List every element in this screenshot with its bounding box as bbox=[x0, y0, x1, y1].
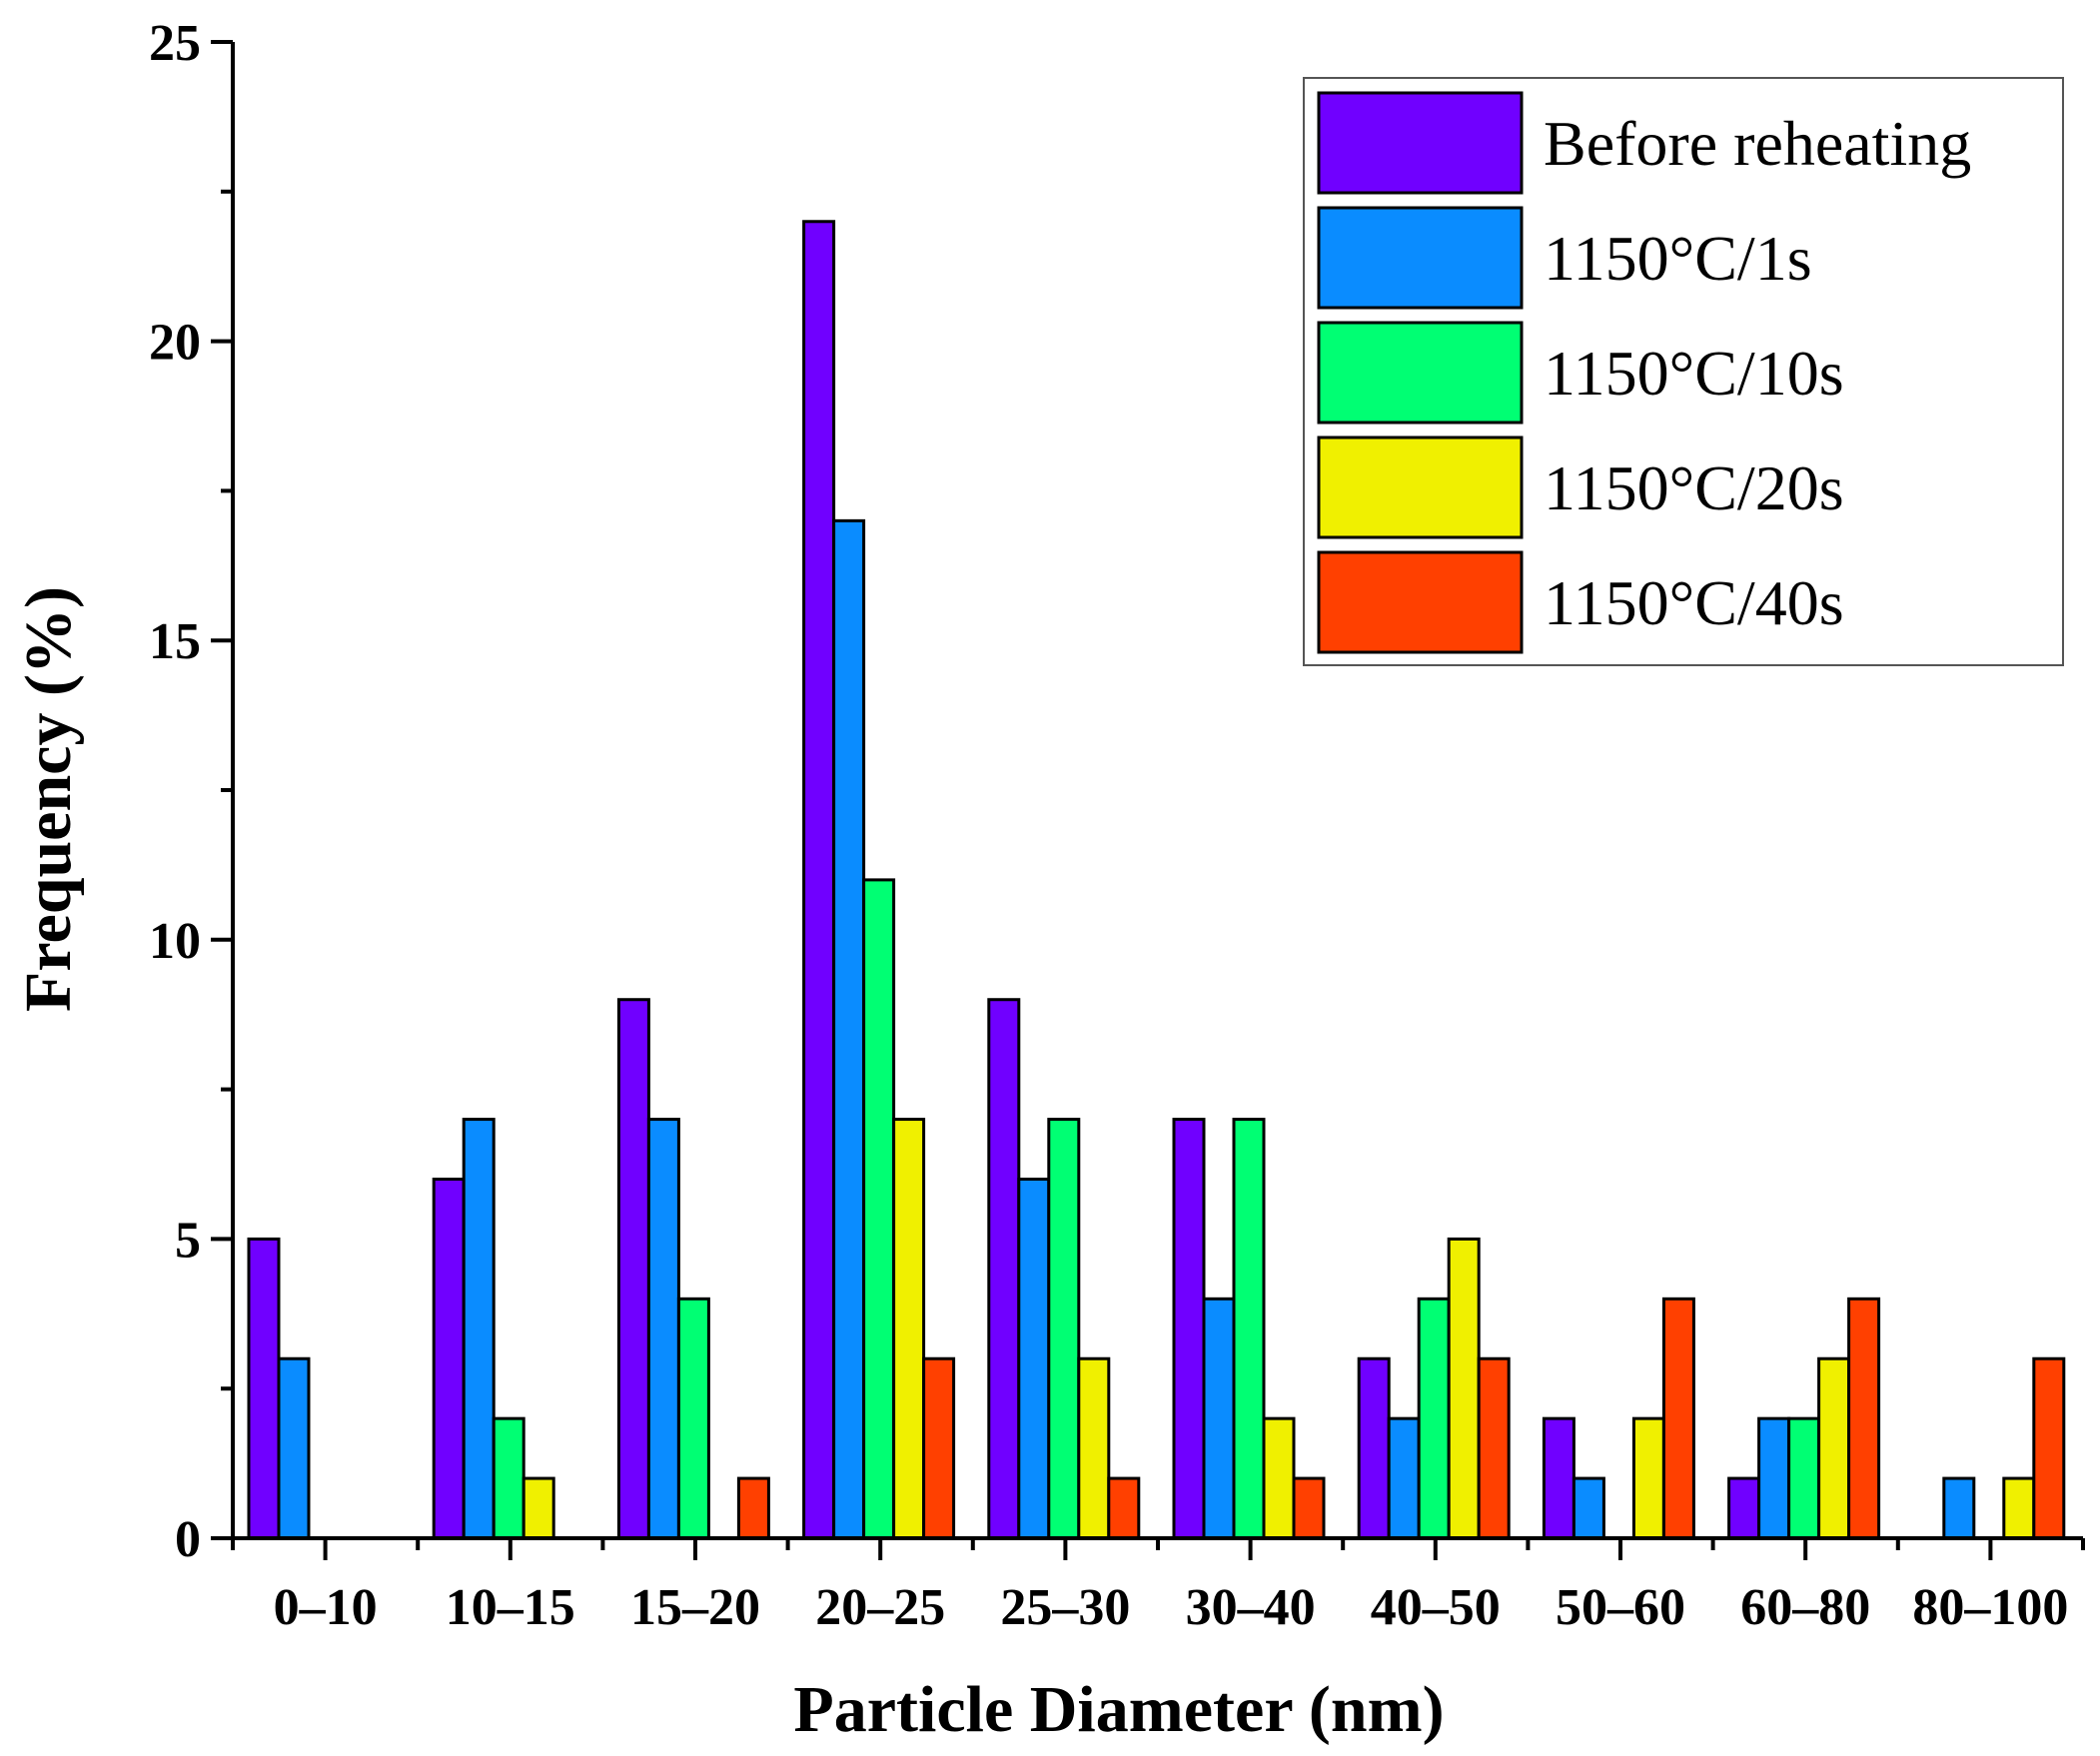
y-axis-title: Frequency (%) bbox=[12, 586, 85, 1012]
legend: Before reheating 1150°C/1s 1150°C/10s 1150°… bbox=[1303, 77, 2064, 666]
legend-label-4: 1150°C/40s bbox=[1544, 567, 1844, 638]
legend-swatch-4 bbox=[1317, 550, 1524, 654]
x-tick-label: 40–50 bbox=[1371, 1579, 1501, 1636]
bar-4-2 bbox=[736, 1476, 770, 1540]
bar-2-4 bbox=[1047, 1118, 1081, 1540]
bar-0-2 bbox=[616, 998, 650, 1540]
bar-3-3 bbox=[892, 1118, 926, 1540]
bar-0-7 bbox=[1542, 1416, 1575, 1540]
bar-3-7 bbox=[1631, 1416, 1665, 1540]
legend-label-3: 1150°C/20s bbox=[1544, 452, 1844, 523]
bar-0-3 bbox=[802, 220, 836, 1540]
y-tick-label: 0 bbox=[175, 1511, 201, 1568]
bar-2-3 bbox=[862, 878, 896, 1540]
bar-4-5 bbox=[1292, 1476, 1326, 1540]
bar-0-5 bbox=[1172, 1118, 1206, 1540]
axes-layer: 0 5 10 15 20 25 0–10 10–15 15–20 20–25 25–30 30–40 4… bbox=[149, 15, 2085, 1636]
x-tick-label: 0–10 bbox=[274, 1579, 378, 1636]
bar-1-0 bbox=[277, 1356, 311, 1540]
bar-0-0 bbox=[247, 1237, 281, 1540]
bar-4-4 bbox=[1107, 1476, 1141, 1540]
legend-swatch-2 bbox=[1317, 321, 1524, 425]
bar-4-8 bbox=[1847, 1297, 1881, 1540]
bar-4-9 bbox=[2032, 1356, 2066, 1540]
bar-2-6 bbox=[1417, 1297, 1451, 1540]
bar-2-2 bbox=[676, 1297, 710, 1540]
x-axis-title: Particle Diameter (nm) bbox=[793, 1673, 1444, 1746]
bar-1-8 bbox=[1757, 1416, 1791, 1540]
bar-0-8 bbox=[1727, 1476, 1761, 1540]
bar-1-5 bbox=[1202, 1297, 1236, 1540]
bar-2-8 bbox=[1787, 1416, 1821, 1540]
legend-swatch-3 bbox=[1317, 436, 1524, 539]
bar-1-3 bbox=[832, 518, 866, 1540]
legend-swatch-0 bbox=[1317, 91, 1524, 195]
y-tick-label: 5 bbox=[175, 1212, 201, 1269]
x-tick-label: 60–80 bbox=[1740, 1579, 1870, 1636]
x-tick-label: 30–40 bbox=[1186, 1579, 1316, 1636]
bar-4-6 bbox=[1477, 1356, 1511, 1540]
bar-1-7 bbox=[1572, 1476, 1605, 1540]
bar-1-1 bbox=[462, 1118, 496, 1540]
bar-3-8 bbox=[1817, 1356, 1851, 1540]
bar-3-5 bbox=[1262, 1416, 1296, 1540]
legend-label-2: 1150°C/10s bbox=[1544, 338, 1844, 409]
legend-swatch-1 bbox=[1317, 206, 1524, 310]
bar-3-1 bbox=[522, 1476, 555, 1540]
y-tick-label: 15 bbox=[149, 613, 201, 670]
x-tick-label: 10–15 bbox=[446, 1579, 575, 1636]
bar-2-5 bbox=[1232, 1118, 1266, 1540]
y-tick-label: 20 bbox=[149, 315, 201, 372]
y-tick-label: 25 bbox=[149, 15, 201, 72]
bar-2-1 bbox=[492, 1416, 525, 1540]
bar-4-7 bbox=[1661, 1297, 1695, 1540]
bar-3-4 bbox=[1077, 1356, 1111, 1540]
x-tick-label: 50–60 bbox=[1556, 1579, 1685, 1636]
x-tick-label: 15–20 bbox=[630, 1579, 760, 1636]
bars-layer bbox=[247, 220, 2066, 1540]
bar-3-9 bbox=[2002, 1476, 2036, 1540]
bar-4-3 bbox=[922, 1356, 956, 1540]
bar-0-4 bbox=[987, 998, 1021, 1540]
legend-label-0: Before reheating bbox=[1544, 108, 1971, 179]
x-tick-label: 80–100 bbox=[1912, 1579, 2068, 1636]
legend-label-1: 1150°C/1s bbox=[1544, 223, 1812, 294]
bar-1-4 bbox=[1017, 1177, 1051, 1540]
bar-0-6 bbox=[1357, 1356, 1391, 1540]
bar-1-2 bbox=[646, 1118, 680, 1540]
x-tick-label: 25–30 bbox=[1000, 1579, 1130, 1636]
bar-1-6 bbox=[1387, 1416, 1421, 1540]
bar-3-6 bbox=[1447, 1237, 1481, 1540]
bar-0-1 bbox=[432, 1177, 466, 1540]
x-tick-label: 20–25 bbox=[815, 1579, 945, 1636]
bar-1-9 bbox=[1942, 1476, 1976, 1540]
y-tick-label: 10 bbox=[149, 913, 201, 970]
